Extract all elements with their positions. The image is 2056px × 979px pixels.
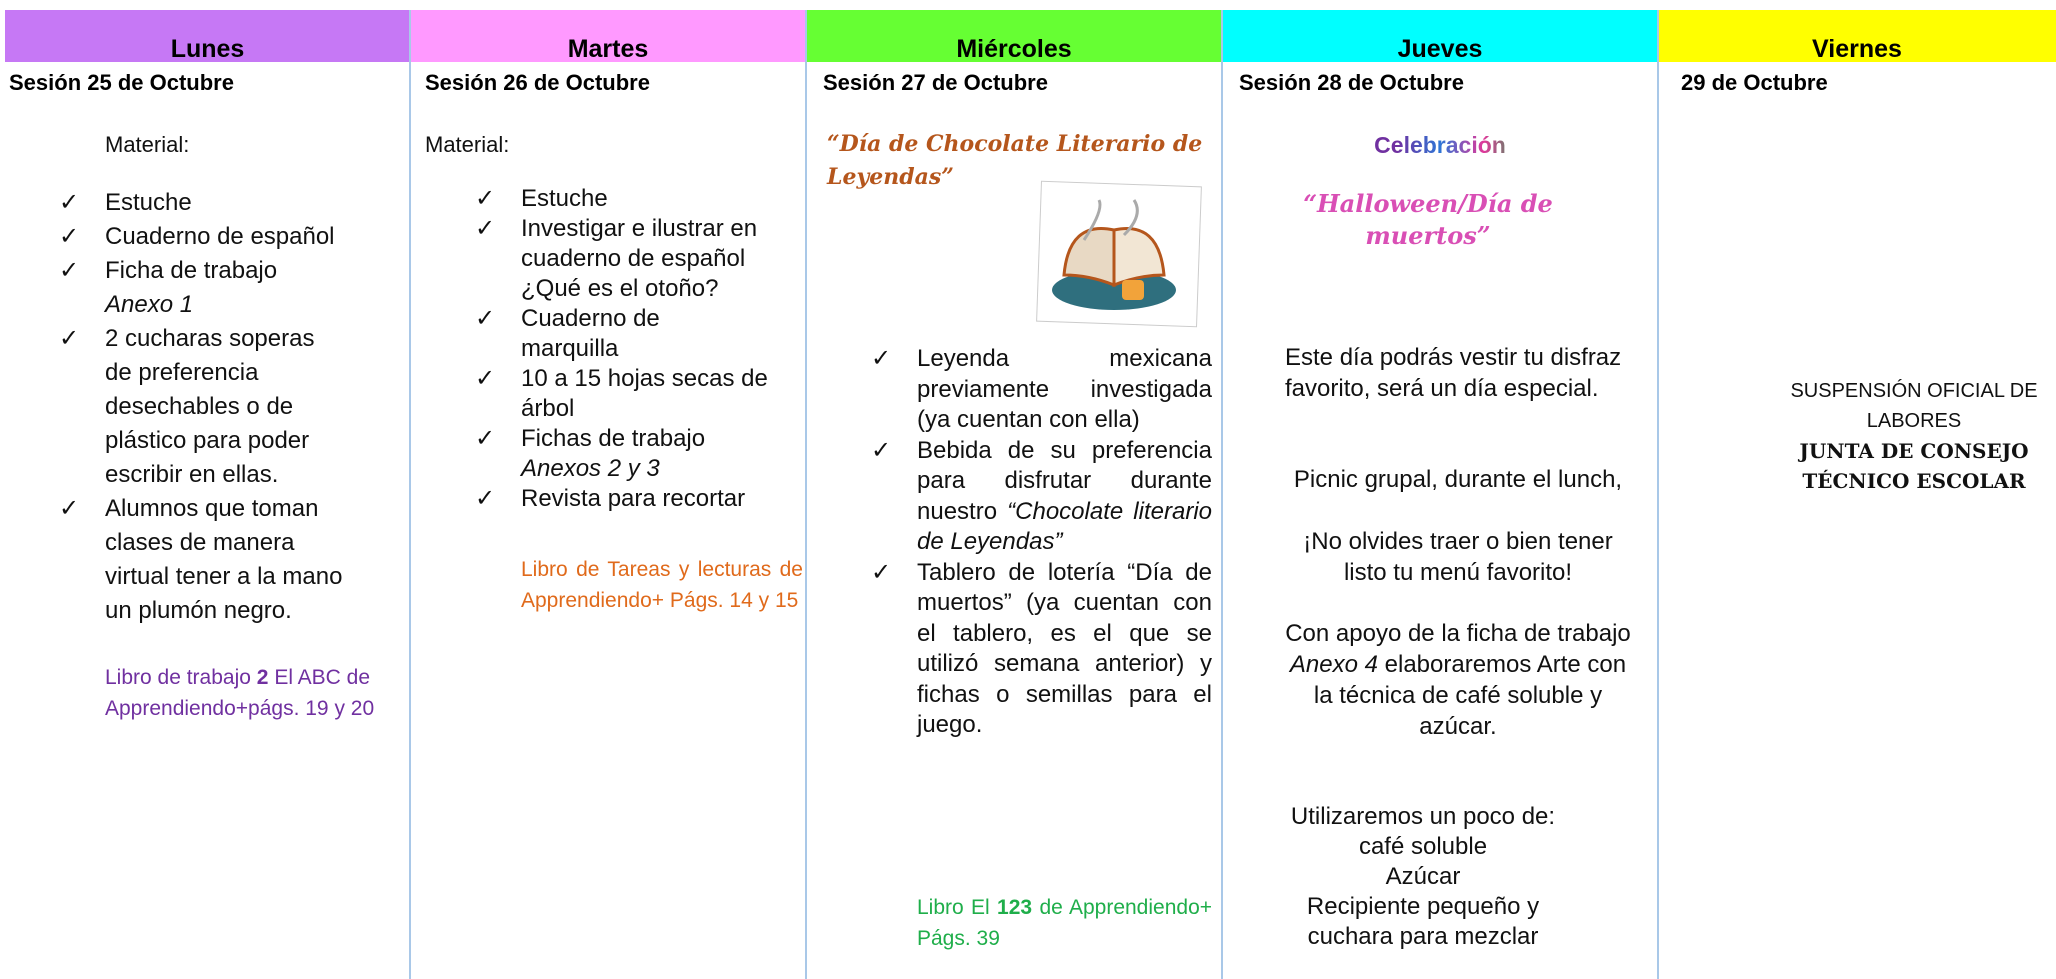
text: Libro de trabajo	[105, 666, 251, 689]
event-title: “Día de Chocolate Literario de Leyendas”	[827, 131, 1203, 190]
divider	[409, 10, 411, 979]
day-header: Viernes	[1658, 10, 2056, 63]
book-illustration	[1036, 180, 1202, 328]
text: Utilizaremos un poco de:	[1290, 803, 1556, 830]
celebration: Celebración	[1223, 128, 1657, 162]
day-header: Jueves	[1222, 10, 1658, 63]
item: Revista para recortar	[475, 484, 811, 514]
item-list: Estuche Cuaderno de español Ficha de tra…	[59, 186, 405, 628]
divider	[1657, 10, 1659, 979]
text: elaboraremos Arte con la técnica de café…	[1313, 651, 1627, 740]
column: Sesión 27 de Octubre “Día de Chocolate L…	[807, 62, 1221, 979]
item: Bebida de su preferencia para disfrutar …	[871, 436, 1212, 558]
activity: Con apoyo de la ficha de trabajo Anexo 4…	[1283, 618, 1633, 742]
item-text: Anexos 2 y 3	[521, 455, 660, 482]
item: 2 cucharas soperas de preferencia desech…	[59, 322, 345, 492]
item-text: Estuche	[521, 185, 608, 212]
session: Sesión 25 de Octubre	[9, 70, 234, 95]
notice: SUSPENSIÓN OFICIAL DE LABORES	[1790, 380, 2038, 432]
session: Sesión 27 de Octubre	[823, 70, 1048, 95]
day-header: Lunes	[5, 10, 410, 63]
item-text: Cuaderno de marquilla	[521, 305, 660, 362]
item: Tablero de lotería “Día de muertos” (ya …	[871, 558, 1212, 741]
paragraph: ¡No olvides traer o bien tener listo tu …	[1303, 528, 1613, 586]
text: Recipiente pequeño y cuchara para mezcla…	[1306, 893, 1540, 950]
text: Azúcar	[1385, 863, 1461, 890]
session: Sesión 26 de Octubre	[425, 70, 650, 95]
text: Anexo 4	[1289, 651, 1378, 678]
item-text: Alumnos que toman clases de manera virtu…	[105, 495, 343, 624]
book-note: Libro de Tareas y lecturas de Apprendien…	[521, 558, 803, 612]
text: Libro El	[917, 896, 990, 919]
item: Fichas de trabajo Anexos 2 y 3	[475, 424, 811, 484]
item-text: 10 a 15 hojas secas de árbol	[521, 365, 768, 422]
item-text: Tablero de lotería “Día de muertos” (ya …	[917, 558, 1212, 739]
session: Sesión 28 de Octubre	[1239, 70, 1464, 95]
item: 10 a 15 hojas secas de árbol	[475, 364, 781, 424]
text: 2	[256, 666, 269, 689]
paragraph: Picnic grupal, durante el lunch,	[1293, 466, 1623, 493]
item-text: Bebida de su preferencia para disfrutar …	[917, 436, 1212, 525]
text: café soluble	[1358, 833, 1488, 860]
text: de Apprendiendo+ Págs. 39	[917, 896, 1213, 950]
item-text: Revista para recortar	[521, 485, 746, 512]
item-text: Estuche	[105, 189, 192, 216]
item-text: 2 cucharas soperas de preferencia desech…	[105, 325, 315, 488]
column: Sesión 26 de Octubre Material: Estuche I…	[411, 62, 805, 979]
book-note: Libro El 123 de Apprendiendo+ Págs. 39	[917, 892, 1212, 954]
text: El ABC de Apprendiendo+págs. 19 y 20	[105, 666, 375, 720]
session: 29 de Octubre	[1681, 70, 1828, 95]
item: Ficha de trabajo Anexo 1	[59, 254, 405, 322]
item: Estuche	[59, 186, 405, 220]
item-text: Leyenda mexicana previamente investigada…	[917, 345, 1212, 433]
item-list: Leyenda mexicana previamente investigada…	[871, 344, 1212, 741]
column: Sesión 25 de Octubre Material: Estuche C…	[5, 62, 409, 979]
book-note: Libro de trabajo 2 El ABC de Apprendiend…	[105, 662, 405, 724]
column: 29 de Octubre SUSPENSIÓN OFICIAL DE LABO…	[1659, 62, 2056, 979]
item-list: Estuche Investigar e ilustrar en cuadern…	[475, 184, 811, 514]
paragraph: Este día podrás vestir tu disfraz favori…	[1285, 344, 1622, 402]
item-text: Anexo 1	[105, 291, 194, 318]
item: Cuaderno de español	[59, 220, 405, 254]
column: Sesión 28 de Octubre Celebración “Hallow…	[1223, 62, 1657, 979]
item: Investigar e ilustrar en cuaderno de esp…	[475, 214, 771, 304]
event-title: “Halloween/Día de muertos”	[1303, 189, 1553, 250]
day-header: Martes	[410, 10, 806, 63]
item-text: Ficha de trabajo	[105, 257, 278, 284]
text: 123	[997, 896, 1033, 919]
item: Leyenda mexicana previamente investigada…	[871, 344, 1212, 436]
divider	[1221, 10, 1223, 979]
supplies: Utilizaremos un poco de: café soluble Az…	[1263, 802, 1583, 952]
text: Con apoyo de la ficha de trabajo	[1285, 620, 1631, 647]
material: Material:	[105, 132, 190, 157]
day-header: Miércoles	[806, 10, 1222, 63]
item: Alumnos que toman clases de manera virtu…	[59, 492, 345, 628]
material: Material:	[425, 132, 510, 157]
item: Cuaderno de marquilla	[475, 304, 721, 364]
item-text: Cuaderno de español	[105, 223, 335, 250]
item-text: Investigar e ilustrar en cuaderno de esp…	[521, 215, 758, 302]
item-text: “Chocolate literario de Leyendas”	[917, 497, 1212, 556]
notice-bold: JUNTA DE CONSEJO TÉCNICO ESCOLAR	[1799, 439, 2029, 493]
item-text: Fichas de trabajo	[521, 425, 706, 452]
item: Estuche	[475, 184, 811, 214]
